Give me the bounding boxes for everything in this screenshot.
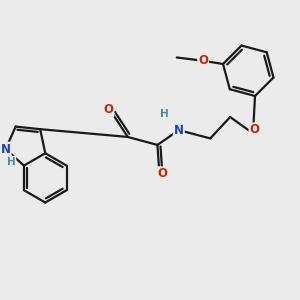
- Text: O: O: [198, 54, 208, 67]
- Text: N: N: [1, 142, 10, 156]
- Text: O: O: [103, 103, 113, 116]
- Text: H: H: [7, 157, 15, 166]
- Text: O: O: [250, 123, 260, 136]
- Text: H: H: [160, 109, 168, 119]
- Text: N: N: [174, 124, 184, 136]
- Text: O: O: [158, 167, 168, 180]
